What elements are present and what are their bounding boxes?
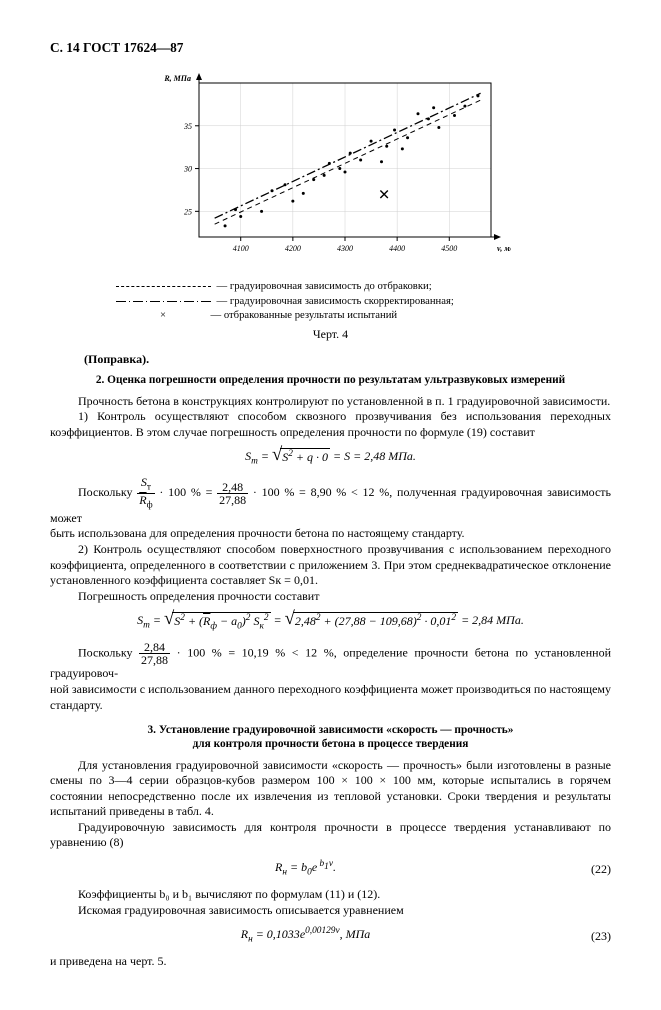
formula-22: Rн = b0e b1v. (22)	[50, 859, 611, 879]
para-9: Для установления градуировочной зависимо…	[50, 758, 611, 820]
svg-text:35: 35	[183, 121, 192, 130]
svg-text:4400: 4400	[389, 244, 405, 253]
para-13: и приведена на черт. 5.	[50, 954, 611, 970]
para-11: Коэффициенты b₀ и b₁ вычисляют по формул…	[50, 887, 611, 903]
svg-text:4100: 4100	[232, 244, 248, 253]
page-header: С. 14 ГОСТ 17624—87	[50, 40, 611, 57]
legend-text-3: — отбракованные результаты испытаний	[211, 309, 398, 323]
svg-text:4300: 4300	[337, 244, 353, 253]
section-2-heading: 2. Оценка погрешности определения прочно…	[50, 373, 611, 387]
para-5: 2) Контроль осуществляют способом поверх…	[50, 542, 611, 589]
legend-text-1: — градуировочная зависимость до отбраков…	[217, 280, 432, 294]
para-4: быть использована для определения прочно…	[50, 526, 611, 542]
para-12: Искомая градуировочная зависимость описы…	[50, 903, 611, 919]
svg-text:4200: 4200	[284, 244, 300, 253]
calibration-chart: 25 30 35 4100 4200 4300 4400 4500 R, МПа v, м/с	[50, 67, 611, 273]
svg-text:v, м/с: v, м/с	[497, 244, 511, 253]
legend-x-marker: ×	[116, 309, 211, 323]
para-2: 1) Контроль осуществляют способом сквозн…	[50, 409, 611, 440]
chart-legend: — градуировочная зависимость до отбраков…	[116, 280, 546, 323]
para-10: Градуировочную зависимость для контроля …	[50, 820, 611, 851]
section-3-heading: 3. Установление градуировочной зависимос…	[50, 723, 611, 751]
para-1: Прочность бетона в конструкциях контроли…	[50, 394, 611, 410]
legend-swatch-dashed	[116, 286, 211, 288]
para-6: Погрешность определения прочности состав…	[50, 589, 611, 605]
svg-text:30: 30	[183, 164, 192, 173]
formula-st-2: Sт = S2 + (Rф − a0)2 Sк2 = 2,482 + (27,8…	[50, 612, 611, 633]
svg-text:4500: 4500	[441, 244, 457, 253]
svg-text:25: 25	[184, 207, 192, 216]
formula-19-result: Sт = S2 + q · 0 = S = 2,48 МПа.	[50, 448, 611, 468]
para-3: Поскольку SтRф · 100 % = 2,4827,88 · 100…	[50, 476, 611, 526]
chart-caption: Черт. 4	[50, 327, 611, 342]
para-8: ной зависимости с использованием данного…	[50, 682, 611, 713]
formula-23: Rн = 0,1033e0,00129v, МПа (23)	[50, 926, 611, 946]
legend-text-2: — градуировочная зависимость скорректиро…	[217, 295, 454, 309]
para-7: Поскольку 2,8427,88 · 100 % = 10,19 % < …	[50, 641, 611, 682]
popravka-label: (Поправка).	[84, 352, 611, 367]
legend-swatch-dashdot	[116, 301, 211, 302]
svg-text:R, МПа: R, МПа	[163, 74, 191, 83]
